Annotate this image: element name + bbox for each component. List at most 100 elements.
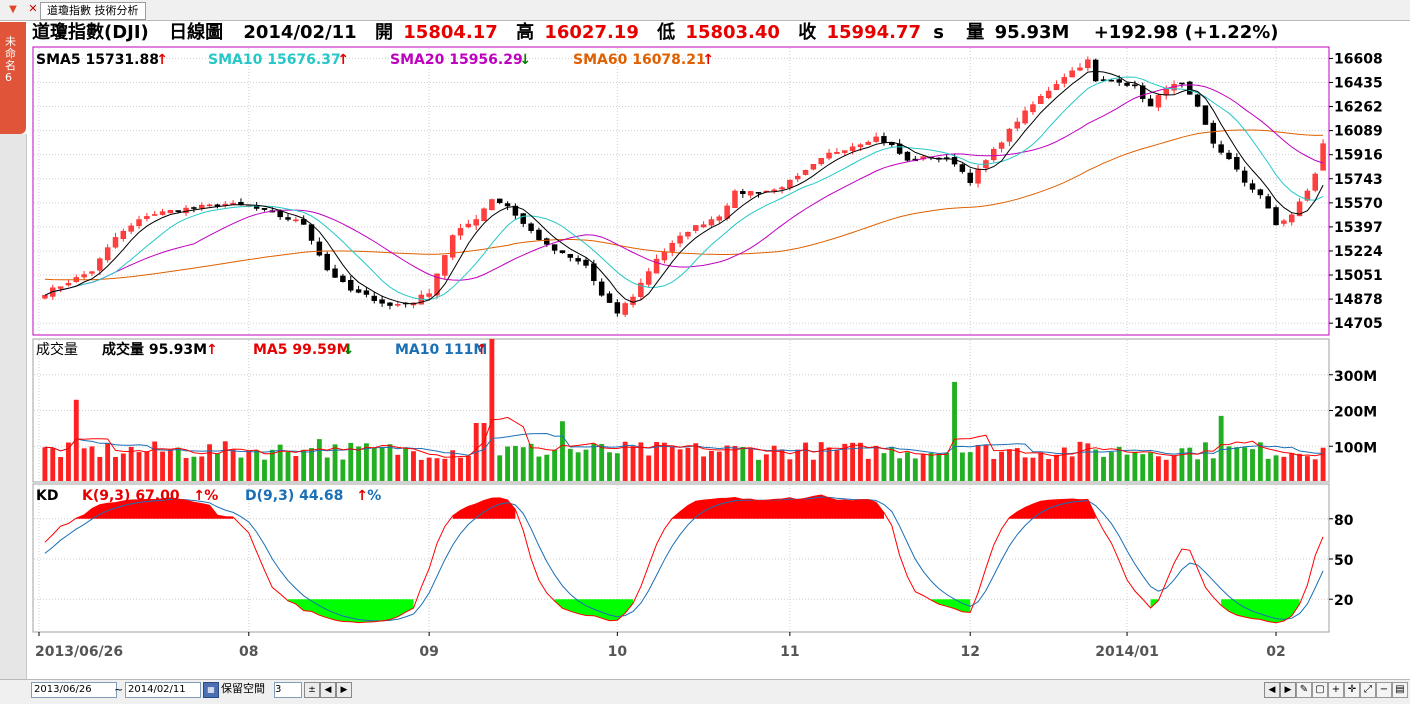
- spin-up-down-icon[interactable]: ±: [304, 682, 320, 698]
- candle-body: [567, 254, 574, 258]
- volume-bar: [763, 454, 769, 481]
- nav-left-icon[interactable]: ◀: [1264, 682, 1280, 698]
- x-tick-label: 08: [239, 644, 258, 660]
- volume-bar: [356, 446, 362, 481]
- calendar-icon[interactable]: ▦: [203, 682, 219, 698]
- sma20-line: [44, 84, 1324, 296]
- menu-dropdown-icon[interactable]: ▼: [9, 4, 17, 15]
- volume-bar: [246, 450, 252, 481]
- volume-bar: [1226, 446, 1232, 481]
- candle-body: [395, 304, 401, 306]
- start-date-select[interactable]: 2013/06/26: [31, 682, 117, 698]
- candle-body: [1014, 121, 1020, 129]
- candle-body: [277, 210, 283, 218]
- volume-bar: [1218, 415, 1224, 481]
- x-tick-label: 12: [960, 644, 979, 660]
- draw-tool-icon[interactable]: ✎: [1296, 682, 1312, 698]
- volume-bar: [167, 449, 173, 481]
- volume-bar: [810, 459, 816, 481]
- volume-bar: [905, 452, 910, 481]
- x-tick-label: 02: [1266, 644, 1285, 660]
- volume-bar: [1116, 446, 1122, 481]
- candle-body: [1030, 104, 1036, 113]
- candle-body: [1053, 84, 1060, 90]
- candle-body: [826, 152, 832, 159]
- volume-bar: [1210, 458, 1216, 481]
- scroll-right-icon[interactable]: ▶: [336, 682, 352, 698]
- volume-bar: [89, 446, 95, 481]
- volume-bar: [1124, 454, 1130, 481]
- volume-bar: [1273, 455, 1279, 481]
- volume-bar: [348, 442, 354, 481]
- volume-bar: [285, 451, 291, 481]
- candle-body: [787, 179, 793, 189]
- volume-bar: [426, 457, 432, 481]
- volume-bar: [1234, 447, 1240, 481]
- crosshair-icon[interactable]: ✛: [1344, 682, 1360, 698]
- volume-tick-label: 300M: [1334, 369, 1377, 385]
- candle-body: [559, 250, 566, 254]
- volume-bar: [1046, 459, 1052, 481]
- volume-bar: [630, 446, 636, 481]
- volume-bar: [269, 449, 275, 481]
- chart-canvas[interactable]: 2013/06/26 08 09 10 11 12 2014/01 02 16608 16435 1…: [0, 0, 1410, 679]
- candle-body: [606, 293, 613, 303]
- kd-panel-title: KD: [36, 488, 58, 504]
- volume-bar: [1320, 447, 1326, 481]
- volume-bar: [826, 447, 832, 481]
- candle-body: [1273, 207, 1279, 226]
- candle-body: [481, 208, 487, 222]
- volume-bar: [1304, 456, 1310, 481]
- candle-body: [253, 206, 260, 209]
- legend-arrow-icon: ↑: [337, 52, 349, 68]
- volume-bar: [293, 455, 299, 481]
- side-strip: [0, 134, 27, 679]
- price-tick-label: 15743: [1334, 172, 1383, 188]
- close-icon[interactable]: ✕: [28, 2, 38, 15]
- volume-bar: [897, 458, 903, 481]
- volume-bar: [505, 446, 510, 481]
- fit-icon[interactable]: ⤢: [1360, 682, 1376, 698]
- volume-bar: [528, 443, 534, 481]
- volume-bar: [512, 445, 518, 481]
- candle-body: [591, 263, 597, 282]
- nav-right-icon[interactable]: ▶: [1280, 682, 1296, 698]
- candle-body: [747, 191, 754, 196]
- volume-bar: [1257, 442, 1263, 481]
- symbol-name: 道瓊指數(DJI): [32, 22, 149, 43]
- volume-bar: [1281, 456, 1287, 481]
- print-icon[interactable]: ▤: [1392, 682, 1408, 698]
- candle-body: [740, 191, 746, 194]
- legend-arrow-icon: ↑: [206, 342, 218, 358]
- price-tick-label: 15051: [1334, 268, 1383, 284]
- candle-body: [97, 258, 103, 271]
- reset-zoom-icon[interactable]: ▢: [1312, 682, 1328, 698]
- volume-bar: [1061, 447, 1067, 481]
- side-tab-label: 未命名6: [5, 35, 16, 84]
- tab-technical-analysis[interactable]: 道瓊指數 技術分析: [40, 2, 146, 20]
- volume-bar: [614, 453, 620, 481]
- legend-arrow-icon: ↓: [519, 52, 531, 68]
- scroll-left-icon[interactable]: ◀: [320, 682, 336, 698]
- price-panel-frame: [32, 46, 1330, 336]
- legend-arrow-icon: ↑: [193, 488, 205, 504]
- price-tick-label: 14705: [1334, 316, 1383, 332]
- zoom-out-icon[interactable]: −: [1376, 682, 1392, 698]
- zoom-in-icon[interactable]: +: [1328, 682, 1344, 698]
- volume-bar: [583, 449, 589, 481]
- candle-body: [332, 268, 338, 278]
- side-tab-workspace[interactable]: 未命名6: [0, 22, 26, 134]
- end-date-select[interactable]: 2014/02/11: [125, 682, 201, 698]
- kd-tick-label: 80: [1334, 513, 1354, 529]
- period-label: 日線圖: [169, 22, 224, 43]
- volume-bar: [544, 454, 550, 481]
- candle-body: [1288, 214, 1295, 223]
- reserve-space-input[interactable]: 3: [274, 682, 302, 698]
- kd-tick-label: 20: [1334, 593, 1354, 609]
- volume-bar: [952, 381, 957, 481]
- candle-body: [693, 225, 699, 231]
- candle-body: [144, 216, 150, 219]
- candle-body: [575, 258, 581, 262]
- candle-body: [57, 286, 64, 289]
- volume-bar: [709, 450, 714, 481]
